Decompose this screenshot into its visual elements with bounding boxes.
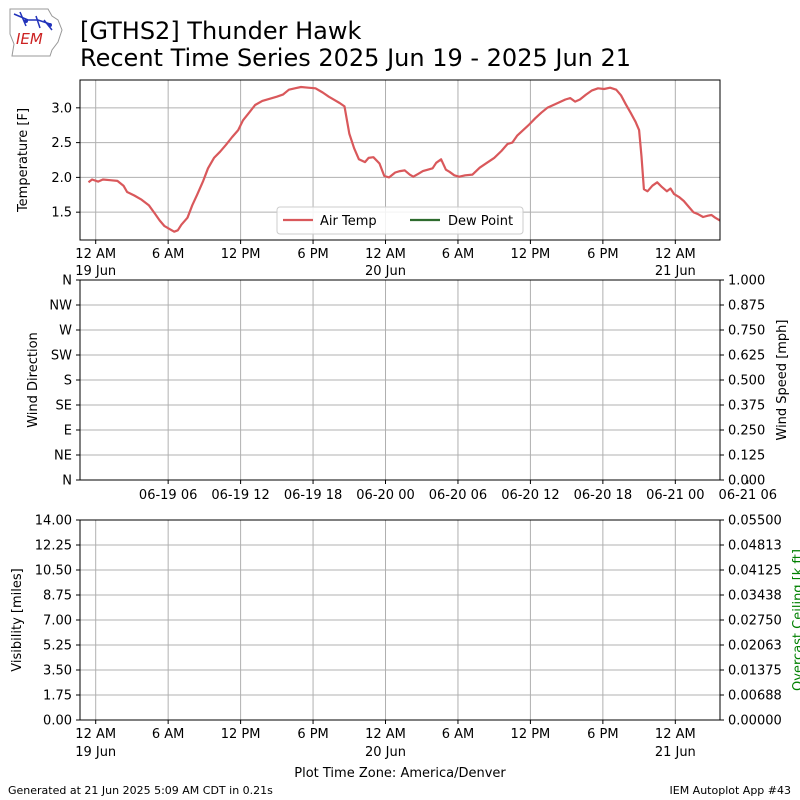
wind-x-tick-label: 06-19 06 [139,488,197,503]
temp-x-tick-label: 12 AM [75,247,116,262]
wind-x-tick-label: 06-20 00 [356,488,414,503]
temp-x-tick-label: 12 PM [221,247,261,262]
vis-x-tick-date: 20 Jun [365,745,406,760]
temp-x-tick-label: 12 PM [511,247,551,262]
vis-x-tick-label: 12 AM [75,727,116,742]
visibility-tick-label: 5.25 [43,639,72,654]
legend-label-dew-point: Dew Point [448,214,513,229]
visibility-tick-label: 12.25 [35,539,72,554]
wind-direction-tick-label: NE [54,449,72,464]
x-axis-label: Plot Time Zone: America/Denver [294,766,506,780]
ceiling-tick-label: 0.01375 [728,664,782,679]
wind-speed-tick-label: 0.000 [728,474,765,489]
wind-direction-tick-label: N [62,474,72,489]
temp-x-tick-label: 6 PM [587,247,618,262]
wind-direction-tick-label: NW [49,299,72,314]
temp-x-tick-label: 6 PM [297,247,328,262]
temp-x-tick-date: 19 Jun [75,264,116,279]
iem-logo-icon: IEM [9,8,63,57]
temp-x-tick-label: 6 AM [152,247,185,262]
wind-direction-tick-label: N [62,274,72,289]
temp-x-tick-label: 12 AM [655,247,696,262]
temp-x-tick-label: 12 AM [365,247,406,262]
chart-title-line1: [GTHS2] Thunder Hawk [80,17,362,45]
ceiling-tick-label: 0.03438 [728,589,782,604]
air-temp-line [87,85,720,233]
wind-direction-tick-label: W [59,324,72,339]
vis-x-tick-label: 6 PM [587,727,618,742]
footer-app-name: IEM Autoplot App #43 [669,784,792,797]
wind-speed-tick-label: 0.500 [728,374,765,389]
temp-y-tick-label: 1.5 [51,206,72,221]
vis-x-tick-label: 6 AM [442,727,475,742]
wind-speed-tick-label: 0.375 [728,399,765,414]
vis-x-tick-label: 12 PM [221,727,261,742]
ceiling-tick-label: 0.02063 [728,639,782,654]
wind-direction-tick-label: E [64,424,72,439]
vis-x-tick-label: 6 AM [152,727,185,742]
wind-speed-tick-label: 0.750 [728,324,765,339]
wind-x-tick-label: 06-20 18 [574,488,632,503]
wind-speed-tick-label: 1.000 [728,274,765,289]
temp-y-tick-label: 2.0 [51,171,72,186]
vis-x-tick-label: 12 AM [365,727,406,742]
temp-x-tick-label: 6 AM [442,247,475,262]
temp-y-axis-label: Temperature [F] [16,108,31,213]
visibility-tick-label: 8.75 [43,589,72,604]
vis-x-tick-label: 12 AM [655,727,696,742]
wind-speed-axis-label: Wind Speed [mph] [775,320,790,441]
ceiling-tick-label: 0.04125 [728,564,782,579]
visibility-tick-label: 14.00 [35,514,72,529]
ceiling-tick-label: 0.00688 [728,689,782,704]
temp-x-tick-date: 20 Jun [365,264,406,279]
wind-speed-tick-label: 0.250 [728,424,765,439]
visibility-tick-label: 10.50 [35,564,72,579]
wind-direction-axis-label: Wind Direction [26,332,41,428]
wind-plot-frame [79,279,721,481]
wind-x-tick-label: 06-20 06 [429,488,487,503]
ceiling-axis-label: Overcast Ceiling [k ft] [791,549,800,691]
wind-speed-tick-label: 0.625 [728,349,765,364]
charts-canvas: 12 AM 19 Jun 6 AM 12 PM 6 PM 12 AM 20 Jun 6 AM 1… [10,79,800,780]
temp-y-tick-label: 3.0 [51,101,72,116]
vis-x-tick-label: 6 PM [297,727,328,742]
visibility-tick-label: 1.75 [43,689,72,704]
wind-x-tick-label: 06-19 18 [284,488,342,503]
wind-speed-tick-label: 0.875 [728,299,765,314]
visibility-tick-label: 7.00 [43,614,72,629]
wind-x-tick-label: 06-20 12 [501,488,559,503]
vis-x-tick-date: 21 Jun [655,745,696,760]
vis-plot-frame [79,519,721,721]
wind-direction-tick-label: SE [56,399,72,414]
wind-x-tick-label: 06-21 00 [646,488,704,503]
legend-label-air-temp: Air Temp [320,214,377,229]
wind-direction-tick-label: SW [51,349,72,364]
wind-x-tick-label: 06-21 06 [719,488,777,503]
visibility-tick-label: 3.50 [43,664,72,679]
temp-y-tick-label: 2.5 [51,136,72,151]
vis-x-tick-label: 12 PM [511,727,551,742]
wind-speed-tick-label: 0.125 [728,449,765,464]
logo-text: IEM [16,30,43,48]
chart-title-line2: Recent Time Series 2025 Jun 19 - 2025 Ju… [80,44,632,72]
temp-plot-frame [79,79,721,241]
visibility-tick-label: 0.00 [43,714,72,729]
ceiling-tick-label: 0.04813 [728,539,782,554]
ceiling-tick-label: 0.05500 [728,514,782,529]
footer-generated: Generated at 21 Jun 2025 5:09 AM CDT in … [8,784,273,797]
ceiling-tick-label: 0.02750 [728,614,782,629]
visibility-axis-label: Visibility [miles] [10,568,25,671]
wind-x-tick-label: 06-19 12 [211,488,269,503]
wind-direction-tick-label: S [64,374,72,389]
temp-legend-box [276,206,524,235]
vis-x-tick-date: 19 Jun [75,745,116,760]
ceiling-tick-label: 0.00000 [728,714,782,729]
temp-x-tick-date: 21 Jun [655,264,696,279]
